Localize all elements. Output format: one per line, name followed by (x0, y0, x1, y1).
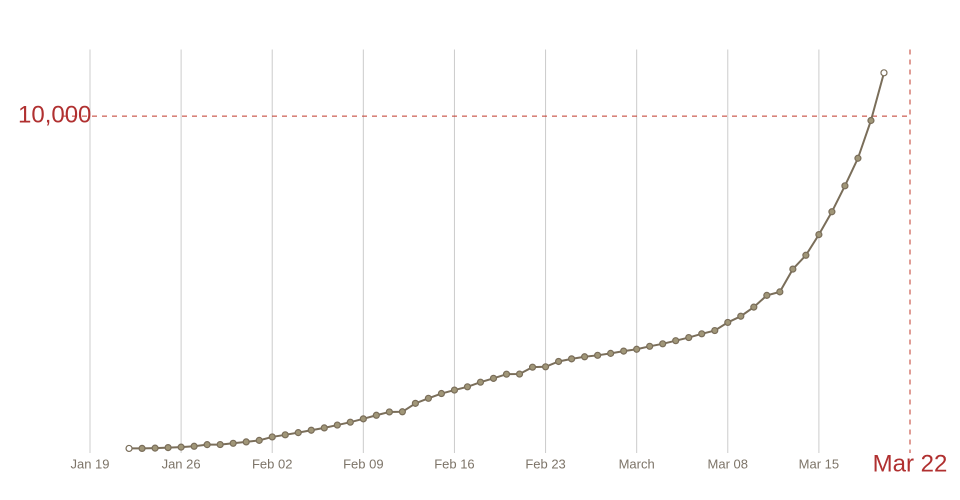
point (763, 291, 771, 299)
x-tick-label: Mar 22 (873, 450, 948, 477)
point (138, 444, 146, 453)
point (398, 408, 406, 416)
point (672, 337, 680, 345)
point (607, 349, 615, 357)
point (815, 231, 823, 239)
x-tick-label: March (619, 456, 655, 471)
point (476, 378, 485, 386)
x-tick-label: Jan 19 (70, 456, 109, 471)
point (424, 394, 433, 402)
point (554, 357, 563, 366)
point (528, 363, 537, 371)
point (151, 444, 159, 452)
point (216, 440, 224, 449)
point (463, 383, 472, 391)
x-tick-label: Jan 26 (162, 456, 201, 471)
point (190, 442, 198, 450)
x-tick-label: Feb 16 (434, 456, 474, 471)
point (502, 370, 511, 378)
point (346, 418, 354, 426)
point (541, 363, 550, 371)
point (802, 251, 810, 259)
point (567, 355, 576, 363)
point (698, 330, 706, 338)
x-tick-label: Feb 23 (525, 456, 565, 471)
point (294, 429, 302, 437)
point (437, 389, 446, 398)
point (737, 312, 745, 320)
x-tick-label: Mar 15 (799, 456, 839, 471)
point (854, 154, 862, 162)
x-tick-label: Feb 02 (252, 456, 292, 471)
point (281, 431, 289, 439)
x-tick-label: Mar 08 (708, 456, 748, 471)
point (489, 374, 498, 382)
line (129, 72, 885, 450)
x-tick-label: Feb 09 (343, 456, 383, 471)
point (776, 288, 784, 296)
point (372, 411, 380, 419)
point (450, 386, 459, 394)
point (359, 415, 367, 423)
point (828, 208, 836, 216)
point (333, 421, 341, 429)
point (724, 318, 732, 327)
point (515, 370, 524, 378)
y-tick-label: 10,000 (18, 101, 91, 128)
point (685, 333, 693, 342)
point (594, 351, 602, 359)
point (229, 439, 237, 447)
point (203, 441, 211, 449)
point (320, 424, 328, 432)
point (242, 438, 250, 446)
point (633, 345, 641, 353)
point (268, 433, 276, 441)
point (659, 340, 667, 348)
point (646, 342, 654, 350)
point (867, 116, 875, 125)
point (620, 347, 628, 355)
point (841, 182, 849, 190)
point (880, 69, 888, 77)
point (164, 444, 172, 452)
point (255, 436, 263, 444)
point (385, 408, 393, 416)
point (711, 326, 719, 335)
point (750, 303, 758, 311)
point (125, 444, 133, 453)
point (307, 426, 315, 434)
point (411, 399, 419, 407)
point (177, 443, 185, 451)
point (789, 265, 797, 273)
point (581, 353, 589, 361)
